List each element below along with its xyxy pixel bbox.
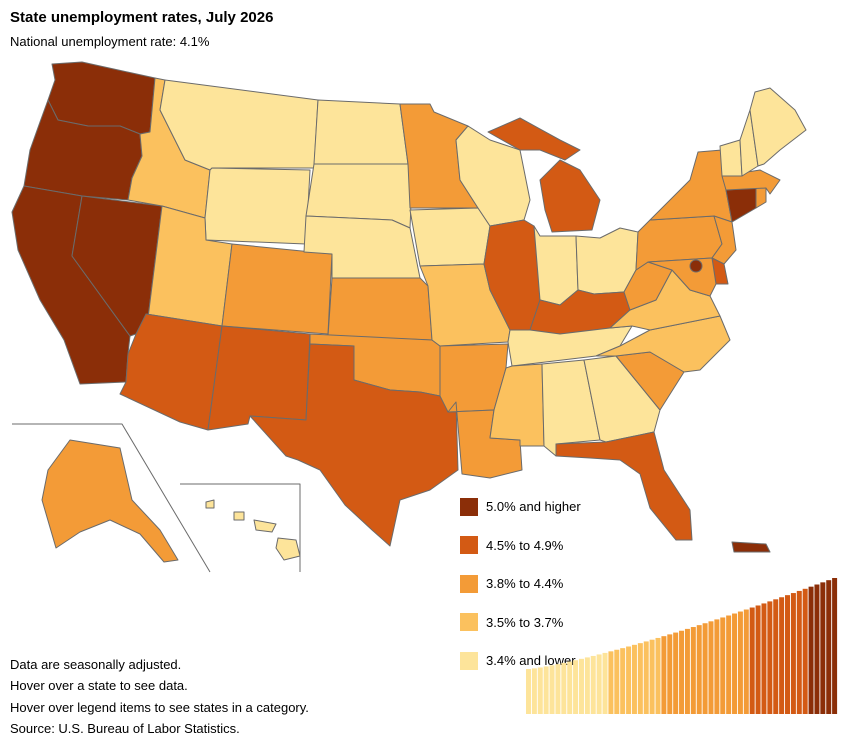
rank-bar[interactable] (785, 595, 791, 714)
legend-item-3-5-to-3-7[interactable]: 3.5% to 3.7% (460, 613, 581, 632)
rank-bar[interactable] (643, 641, 649, 714)
legend-label: 5.0% and higher (486, 499, 581, 514)
national-rate-subtitle: National unemployment rate: 4.1% (10, 34, 210, 49)
state-PR[interactable] (731, 541, 771, 553)
state-HI[interactable] (205, 499, 301, 561)
notes: Data are seasonally adjusted. Hover over… (10, 654, 309, 739)
rank-bar[interactable] (808, 586, 814, 714)
rank-bar[interactable] (590, 655, 596, 714)
rank-bar[interactable] (755, 605, 761, 714)
rank-bar[interactable] (761, 603, 767, 714)
rank-bar[interactable] (637, 643, 643, 714)
legend-item-5-0-and-higher[interactable]: 5.0% and higher (460, 497, 581, 516)
rank-bar[interactable] (608, 651, 614, 714)
state-TX[interactable] (249, 343, 459, 547)
state-DC[interactable] (689, 259, 703, 273)
rank-bar[interactable] (732, 613, 738, 714)
legend-label: 4.5% to 4.9% (486, 537, 564, 553)
state-ME[interactable] (749, 87, 807, 167)
rank-bar[interactable] (661, 636, 667, 714)
rank-bar[interactable] (649, 639, 655, 714)
rank-bar[interactable] (673, 632, 679, 714)
note-seasonally-adjusted: Data are seasonally adjusted. (10, 657, 182, 672)
rank-bar[interactable] (555, 664, 561, 714)
rank-bar[interactable] (714, 619, 720, 714)
rank-bar[interactable] (790, 593, 796, 714)
rank-bar[interactable] (526, 669, 531, 714)
rank-bar[interactable] (726, 615, 732, 715)
rank-bar[interactable] (814, 584, 820, 714)
rank-bar[interactable] (743, 609, 749, 714)
state-NC[interactable] (595, 315, 731, 373)
rank-bar[interactable] (573, 660, 579, 714)
legend-item-3-8-to-4-4[interactable]: 3.8% to 4.4% (460, 574, 581, 593)
alaska-inset-border (12, 423, 211, 573)
legend-label: 3.5% to 3.7% (486, 614, 564, 630)
rank-bar[interactable] (549, 665, 555, 714)
rank-bar[interactable] (826, 580, 832, 714)
state-MI[interactable] (487, 117, 601, 233)
legend: 5.0% and higher 4.5% to 4.9% 3.8% to 4.4… (460, 497, 581, 690)
rank-bar[interactable] (537, 667, 543, 714)
rank-bar[interactable] (631, 644, 637, 714)
rank-bar[interactable] (773, 599, 779, 714)
rank-bar[interactable] (543, 666, 549, 714)
rank-bar[interactable] (779, 597, 785, 714)
rank-bar[interactable] (702, 623, 708, 714)
rank-bar[interactable] (696, 625, 702, 714)
rank-bar[interactable] (655, 637, 661, 714)
note-source: Source: U.S. Bureau of Labor Statistics. (10, 720, 240, 736)
rank-bar[interactable] (690, 627, 696, 714)
rank-bar[interactable] (749, 607, 755, 714)
legend-swatch (460, 651, 478, 670)
rank-bar[interactable] (737, 611, 743, 714)
rank-bar[interactable] (667, 634, 673, 714)
rank-bar[interactable] (720, 617, 726, 714)
rank-bar[interactable] (679, 630, 685, 714)
rank-bar[interactable] (626, 646, 632, 715)
legend-swatch (460, 574, 478, 593)
state-AK[interactable] (41, 439, 179, 563)
rank-bar[interactable] (832, 578, 838, 714)
rank-bar[interactable] (596, 654, 602, 714)
rank-bar[interactable] (684, 628, 690, 714)
rank-bar[interactable] (561, 662, 567, 714)
state-FL[interactable] (555, 431, 693, 541)
rank-bar[interactable] (620, 648, 626, 714)
rank-bar[interactable] (602, 652, 608, 714)
rank-bar[interactable] (796, 590, 802, 714)
legend-item-3-4-and-lower[interactable]: 3.4% and lower (460, 651, 581, 670)
rank-bar[interactable] (531, 668, 537, 714)
rank-bar[interactable] (584, 657, 590, 714)
rank-bar[interactable] (614, 649, 620, 714)
legend-label: 3.4% and lower (486, 653, 576, 668)
hawaii-inset-border (180, 483, 301, 572)
rank-bar[interactable] (767, 601, 773, 714)
rank-bar[interactable] (708, 621, 714, 714)
note-hover-legend: Hover over legend items to see states in… (10, 699, 309, 715)
rank-bar[interactable] (820, 582, 826, 714)
note-hover-state: Hover over a state to see data. (10, 678, 188, 694)
legend-swatch (460, 497, 478, 516)
legend-label: 3.8% to 4.4% (486, 576, 564, 591)
legend-swatch (460, 613, 478, 631)
legend-swatch (460, 536, 478, 554)
rank-bar[interactable] (567, 661, 573, 714)
page-title: State unemployment rates, July 2026 (10, 9, 274, 26)
rank-bar[interactable] (802, 588, 808, 714)
legend-item-4-5-to-4-9[interactable]: 4.5% to 4.9% (460, 536, 581, 555)
rank-bar[interactable] (578, 658, 584, 714)
